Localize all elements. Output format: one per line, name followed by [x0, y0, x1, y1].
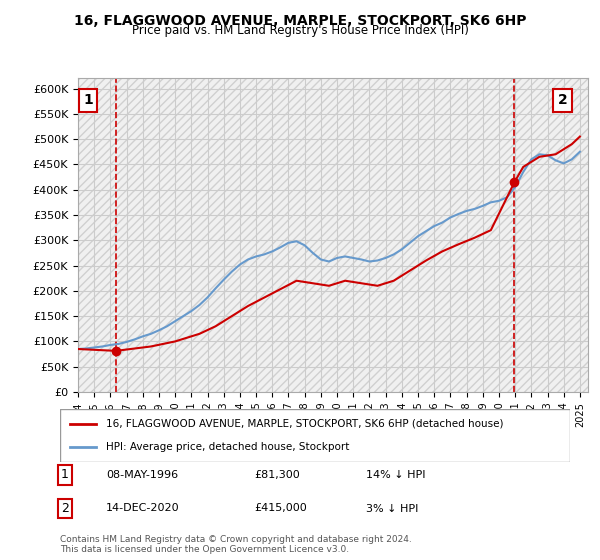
Text: 1: 1	[83, 94, 93, 108]
Text: 14% ↓ HPI: 14% ↓ HPI	[366, 470, 425, 480]
FancyBboxPatch shape	[60, 409, 570, 462]
Text: £81,300: £81,300	[254, 470, 299, 480]
Text: 14-DEC-2020: 14-DEC-2020	[106, 503, 179, 514]
Text: Contains HM Land Registry data © Crown copyright and database right 2024.
This d: Contains HM Land Registry data © Crown c…	[60, 535, 412, 554]
Text: HPI: Average price, detached house, Stockport: HPI: Average price, detached house, Stoc…	[106, 442, 349, 452]
Text: 16, FLAGGWOOD AVENUE, MARPLE, STOCKPORT, SK6 6HP: 16, FLAGGWOOD AVENUE, MARPLE, STOCKPORT,…	[74, 14, 526, 28]
Text: Price paid vs. HM Land Registry's House Price Index (HPI): Price paid vs. HM Land Registry's House …	[131, 24, 469, 37]
Text: £415,000: £415,000	[254, 503, 307, 514]
Text: 16, FLAGGWOOD AVENUE, MARPLE, STOCKPORT, SK6 6HP (detached house): 16, FLAGGWOOD AVENUE, MARPLE, STOCKPORT,…	[106, 419, 503, 429]
Text: 1: 1	[61, 468, 69, 482]
Text: 08-MAY-1996: 08-MAY-1996	[106, 470, 178, 480]
Text: 2: 2	[557, 94, 568, 108]
Text: 2: 2	[61, 502, 69, 515]
Text: 3% ↓ HPI: 3% ↓ HPI	[366, 503, 418, 514]
